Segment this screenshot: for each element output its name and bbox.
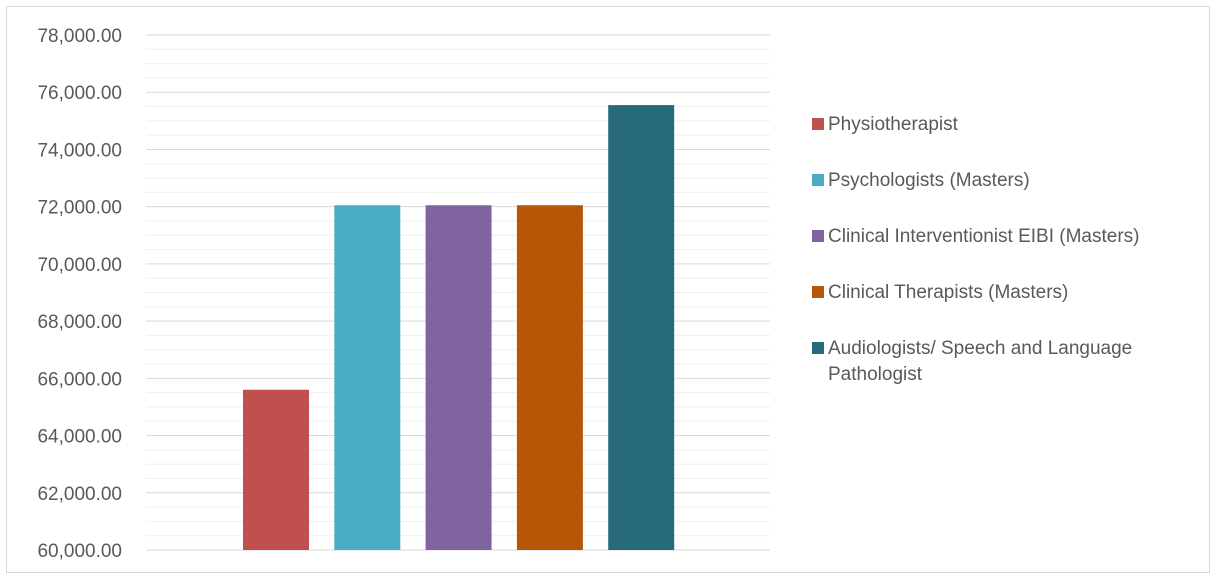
legend-swatch (812, 286, 824, 298)
y-tick-label: 76,000.00 (37, 83, 122, 104)
bar-4 (516, 205, 583, 550)
y-tick-label: 64,000.00 (37, 427, 122, 448)
y-tick-label: 78,000.00 (37, 26, 122, 47)
y-tick-label: 70,000.00 (37, 255, 122, 276)
legend-label: Clinical Therapists (Masters) (828, 282, 1069, 303)
legend-item: Audiologists/ Speech and Language Pathol… (812, 336, 1202, 388)
bar-1 (243, 389, 309, 550)
y-tick-label: 68,000.00 (37, 312, 122, 333)
y-tick-label: 66,000.00 (37, 369, 122, 390)
legend-swatch (812, 342, 824, 354)
legend-swatch (812, 174, 824, 186)
chart-legend: Physiotherapist Psychologists (Masters) Cl… (812, 112, 1202, 388)
y-tick-label: 72,000.00 (37, 198, 122, 219)
legend-label: Physiotherapist (828, 114, 958, 135)
legend-label: Clinical Interventionist EIBI (Masters) (828, 226, 1140, 247)
legend-label: Psychologists (Masters) (828, 170, 1030, 191)
bar-2 (334, 205, 401, 550)
legend-label: Audiologists/ Speech and Language Pathol… (828, 338, 1133, 385)
bar-3 (425, 205, 492, 550)
y-tick-label: 60,000.00 (37, 541, 122, 562)
legend-item: Psychologists (Masters) (812, 168, 1202, 194)
legend-swatch (812, 230, 824, 242)
y-tick-label: 62,000.00 (37, 484, 122, 505)
legend-item: Clinical Interventionist EIBI (Masters) (812, 224, 1202, 250)
bar-5 (608, 105, 675, 550)
legend-swatch (812, 118, 824, 130)
legend-item: Physiotherapist (812, 112, 1202, 138)
y-tick-label: 74,000.00 (37, 140, 122, 161)
legend-item: Clinical Therapists (Masters) (812, 280, 1202, 306)
